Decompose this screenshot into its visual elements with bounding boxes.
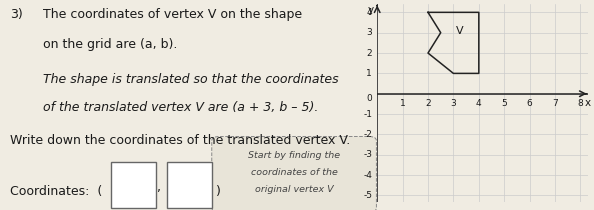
Text: x: x bbox=[585, 98, 591, 108]
FancyBboxPatch shape bbox=[211, 136, 377, 210]
Text: 8: 8 bbox=[577, 100, 583, 108]
Text: on the grid are (a, b).: on the grid are (a, b). bbox=[43, 38, 178, 51]
Text: 1: 1 bbox=[366, 69, 372, 78]
Text: original vertex V: original vertex V bbox=[255, 185, 333, 194]
Text: -1: -1 bbox=[363, 110, 372, 119]
Text: y: y bbox=[368, 5, 374, 15]
Text: Write down the coordinates of the translated vertex V.: Write down the coordinates of the transl… bbox=[10, 134, 350, 147]
Text: The shape is translated so that the coordinates: The shape is translated so that the coor… bbox=[43, 74, 339, 87]
Text: 6: 6 bbox=[527, 100, 532, 108]
Text: Start by finding the: Start by finding the bbox=[248, 151, 340, 160]
Text: -5: -5 bbox=[363, 191, 372, 200]
Text: 0: 0 bbox=[366, 94, 372, 103]
Text: 3): 3) bbox=[10, 8, 23, 21]
Text: -3: -3 bbox=[363, 150, 372, 159]
Text: ): ) bbox=[216, 185, 220, 198]
Text: 3: 3 bbox=[366, 28, 372, 37]
Text: The coordinates of vertex V on the shape: The coordinates of vertex V on the shape bbox=[43, 8, 302, 21]
Text: V: V bbox=[456, 26, 463, 36]
Text: 2: 2 bbox=[366, 49, 372, 58]
Text: 5: 5 bbox=[501, 100, 507, 108]
Text: Coordinates:  (: Coordinates: ( bbox=[10, 185, 102, 198]
Text: 4: 4 bbox=[476, 100, 482, 108]
Text: ,: , bbox=[157, 181, 162, 194]
Text: of the translated vertex V are (a + 3, b – 5).: of the translated vertex V are (a + 3, b… bbox=[43, 101, 319, 114]
Text: -2: -2 bbox=[364, 130, 372, 139]
Text: -4: -4 bbox=[364, 171, 372, 180]
Text: 1: 1 bbox=[400, 100, 406, 108]
Text: 3: 3 bbox=[450, 100, 456, 108]
Text: 4: 4 bbox=[366, 8, 372, 17]
FancyBboxPatch shape bbox=[110, 162, 156, 208]
Text: 7: 7 bbox=[552, 100, 558, 108]
Text: coordinates of the: coordinates of the bbox=[251, 168, 337, 177]
Text: 2: 2 bbox=[425, 100, 431, 108]
FancyBboxPatch shape bbox=[167, 162, 212, 208]
